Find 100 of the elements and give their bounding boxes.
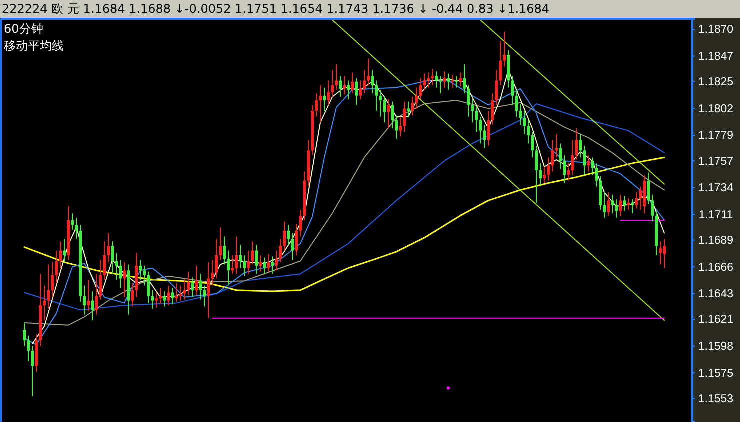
candlestick	[43, 285, 46, 322]
candlestick	[279, 238, 282, 263]
candlestick	[263, 257, 266, 275]
candlestick	[119, 260, 122, 289]
candlestick	[27, 335, 30, 362]
y-tick-label: 1.1666	[698, 262, 734, 274]
candlestick	[159, 288, 162, 305]
candlestick	[471, 98, 474, 124]
candlestick	[223, 236, 226, 266]
candlestick	[271, 256, 274, 275]
y-tick-label: 1.1734	[698, 182, 734, 195]
candlestick	[375, 80, 378, 112]
candlestick	[439, 76, 442, 94]
candlestick	[299, 210, 302, 238]
candlestick	[399, 116, 402, 138]
candlestick	[547, 157, 550, 182]
candlestick	[355, 78, 358, 106]
candlestick	[495, 70, 498, 106]
candlestick	[71, 213, 74, 230]
candlestick	[167, 285, 170, 306]
candlestick	[123, 262, 126, 298]
candlestick	[83, 285, 86, 316]
candlestick	[239, 244, 242, 269]
candlestick	[191, 277, 194, 298]
y-tick-label: 1.1575	[698, 368, 734, 380]
candlestick	[315, 93, 318, 118]
candlestick	[99, 260, 102, 300]
candlestick	[659, 240, 662, 266]
candlestick	[411, 96, 414, 116]
candlestick	[95, 274, 98, 316]
candlestick	[139, 260, 142, 280]
candlestick	[519, 104, 522, 126]
y-tick-label: 1.1553	[698, 393, 734, 406]
y-tick-label: 1.1689	[698, 234, 734, 247]
candlestick	[283, 221, 286, 252]
candlestick	[111, 240, 114, 275]
candlestick	[75, 218, 78, 240]
candlestick	[515, 90, 518, 118]
candlestick	[623, 196, 626, 212]
candlestick	[255, 244, 258, 275]
candlestick	[91, 291, 94, 322]
candlestick	[383, 96, 386, 124]
candlestick	[199, 274, 202, 300]
y-tick-label: 1.1757	[698, 156, 734, 168]
candlestick	[215, 238, 218, 280]
y-tick-label: 1.1643	[698, 288, 734, 301]
candlestick	[319, 84, 322, 124]
candlestick	[663, 238, 666, 269]
candlestick	[371, 70, 374, 94]
candlestick	[527, 120, 530, 144]
candlestick	[431, 68, 434, 86]
y-tick-label: 1.1802	[698, 103, 734, 116]
candlestick	[551, 140, 554, 172]
candlestick	[387, 98, 390, 129]
candlestick	[559, 143, 562, 170]
candlestick	[475, 106, 478, 132]
candlestick	[367, 58, 370, 86]
candlestick	[203, 285, 206, 308]
y-tick-label: 1.1847	[698, 50, 734, 63]
candlestick	[615, 199, 618, 219]
candlestick	[291, 232, 294, 261]
y-tick-label: 1.1711	[698, 209, 734, 222]
candlestick	[335, 64, 338, 91]
candlestick	[647, 172, 650, 205]
candlestick	[611, 194, 614, 214]
annotation: 移动平均线	[4, 39, 64, 53]
candlestick	[147, 271, 150, 304]
candlestick	[583, 145, 586, 176]
candlestick	[175, 282, 178, 303]
candlestick	[571, 140, 574, 176]
candlestick	[247, 250, 250, 275]
candlestick	[195, 265, 198, 296]
candlestick	[579, 134, 582, 158]
candlestick	[59, 240, 62, 269]
candlestick	[627, 198, 630, 211]
candlestick	[275, 250, 278, 272]
candlestick	[395, 115, 398, 140]
candlestick	[539, 162, 542, 186]
candlestick	[535, 145, 538, 204]
candlestick	[63, 238, 66, 263]
candlestick	[499, 40, 502, 86]
candlestick	[463, 64, 466, 94]
candlestick	[163, 291, 166, 308]
candlestick	[47, 264, 50, 310]
candlestick	[183, 278, 186, 300]
candlestick	[287, 224, 290, 246]
candlestick	[347, 80, 350, 100]
candlestick	[323, 87, 326, 112]
candlestick	[391, 101, 394, 129]
candlestick	[379, 90, 382, 118]
candlestick	[351, 72, 354, 94]
candlestick	[227, 250, 230, 286]
candlestick	[651, 194, 654, 222]
candlestick	[435, 70, 438, 88]
y-tick-label: 1.1870	[698, 24, 734, 36]
candlestick	[107, 232, 110, 263]
candlestick	[587, 154, 590, 172]
candlestick	[51, 262, 54, 298]
candlestick	[591, 157, 594, 176]
candlestick	[267, 254, 270, 272]
